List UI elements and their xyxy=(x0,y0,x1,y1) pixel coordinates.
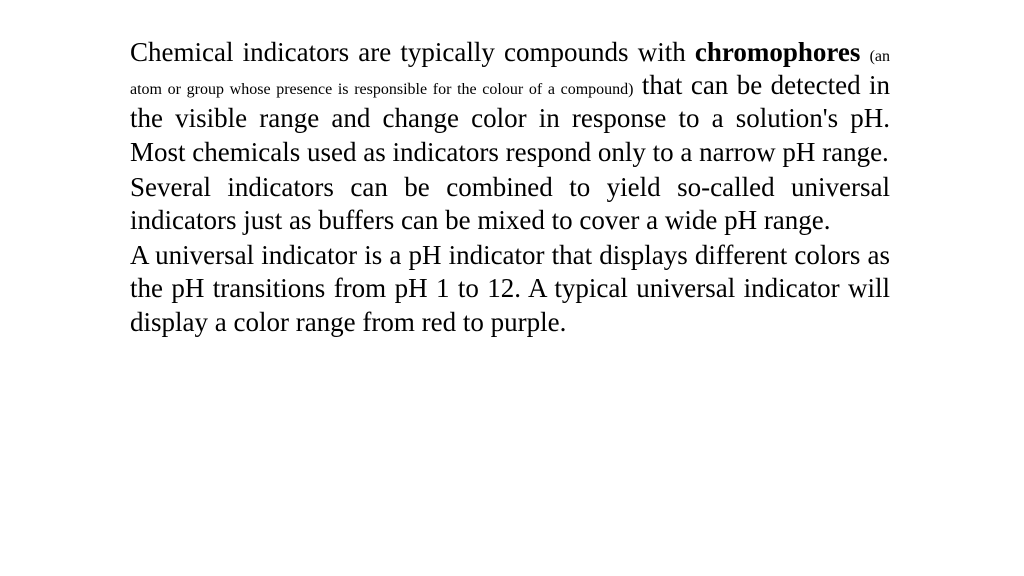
p1-term-chromophores: chromophores xyxy=(695,37,861,67)
paragraph-3: A universal indicator is a pH indicator … xyxy=(130,239,890,339)
page-content: Chemical indicators are typically compou… xyxy=(130,36,890,341)
p1-space xyxy=(860,37,869,67)
p1-text-lead: Chemical indicators are typically compou… xyxy=(130,37,695,67)
paragraph-2: Several indicators can be combined to yi… xyxy=(130,171,890,237)
paragraph-1: Chemical indicators are typically compou… xyxy=(130,36,890,169)
